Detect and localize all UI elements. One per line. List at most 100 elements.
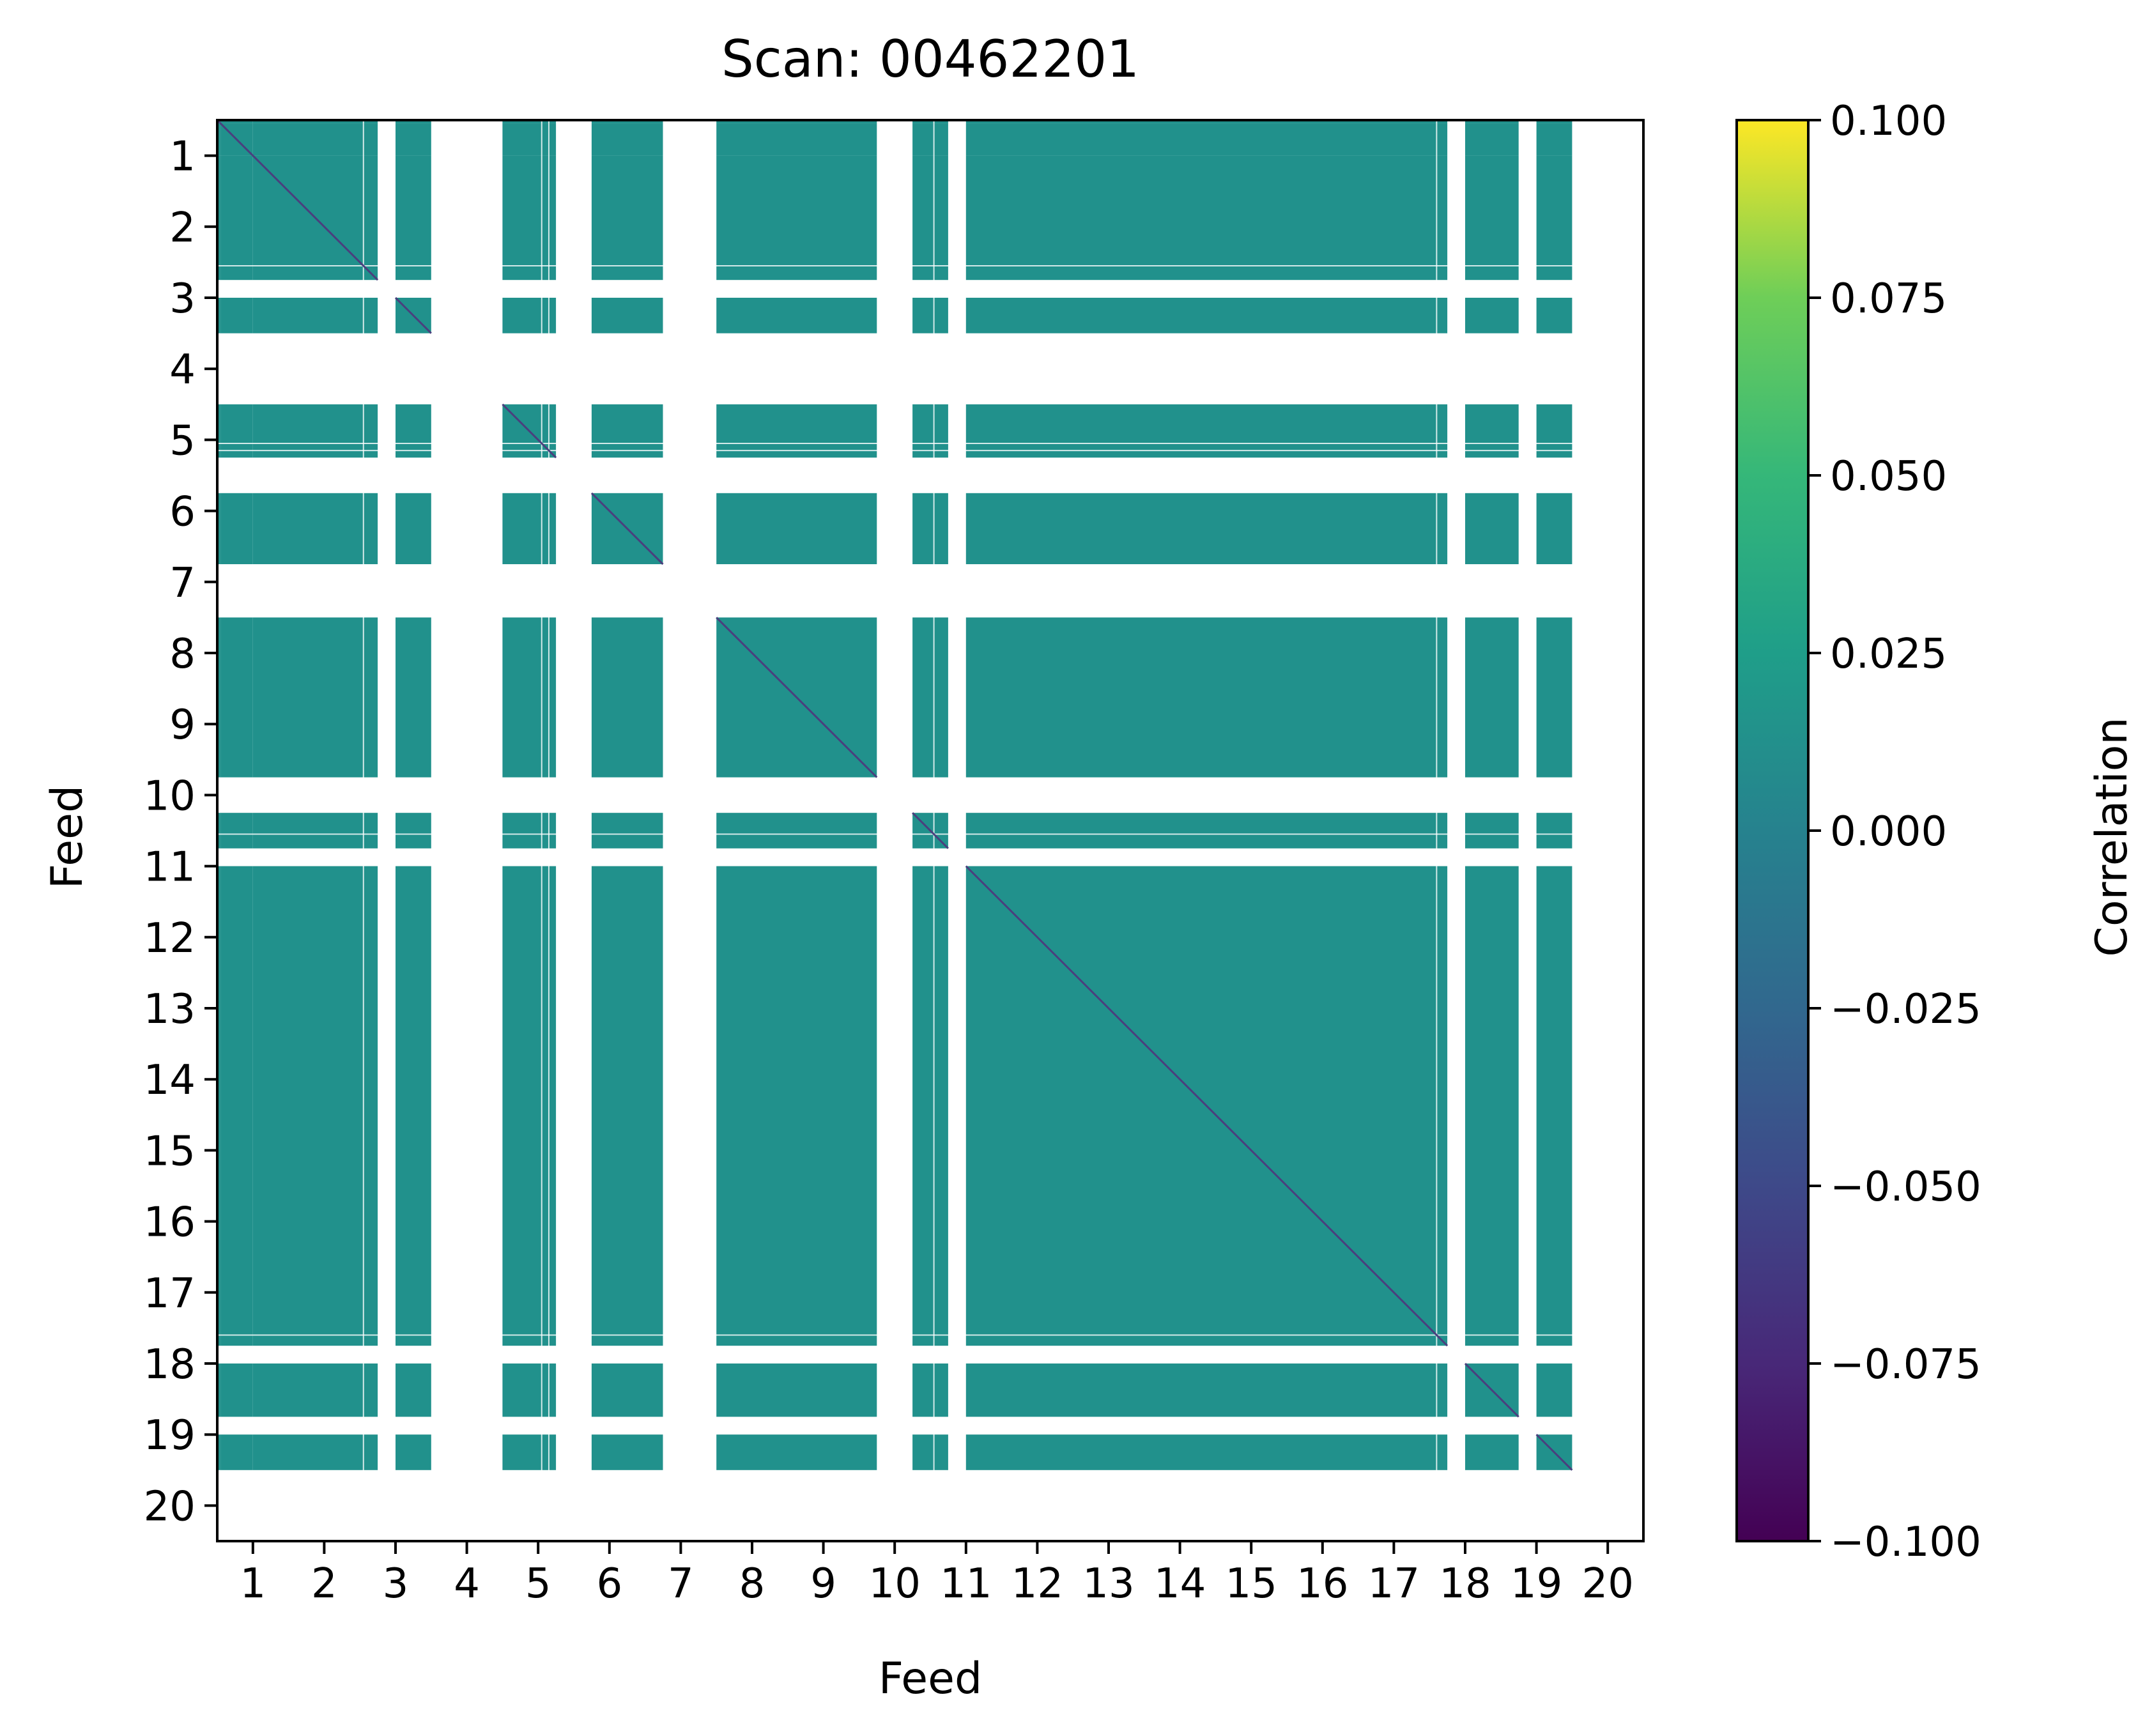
heatmap-cell-block <box>716 123 877 156</box>
heatmap-cell-block <box>1536 617 1572 778</box>
heatmap-cell-block <box>1465 1434 1519 1470</box>
heatmap-diagonal-segment <box>716 617 878 778</box>
heatmap-cell-block <box>1465 123 1519 156</box>
heatmap-cell-block <box>912 155 948 280</box>
heatmap-cell-block <box>220 404 253 458</box>
y-tick-label: 9 <box>169 702 196 749</box>
colorbar-tick-label: 0.025 <box>1830 631 1947 678</box>
heatmap-cell-block <box>396 617 431 778</box>
heatmap-cell-block <box>396 493 431 564</box>
y-tick-label: 11 <box>144 844 196 891</box>
heatmap-cell-block <box>965 120 1448 124</box>
heatmap-cell-block <box>220 155 253 280</box>
heatmap-cells <box>217 120 1643 1541</box>
colorbar-ticks: 0.100 0.075 0.050 0.025 0.000 −0.025 −0.050 −0.… <box>1808 98 1981 1566</box>
heatmap-cell-block <box>396 120 431 124</box>
heatmap-cell-block <box>716 1363 877 1417</box>
y-axis-label: Feed <box>42 785 93 889</box>
heatmap-cell-block <box>220 1363 253 1417</box>
heatmap-cell-block <box>912 1363 948 1417</box>
x-tick-label: 6 <box>596 1560 622 1608</box>
x-tick-label: 14 <box>1154 1560 1206 1608</box>
heatmap-diagonal-segment <box>252 155 379 281</box>
heatmap-diagonal-segment <box>1464 1362 1519 1418</box>
heatmap-cell-block <box>591 1434 663 1470</box>
heatmap-cell-block <box>716 1434 877 1470</box>
heatmap-cell-block <box>217 617 221 778</box>
heatmap-cell-block <box>396 813 431 849</box>
heatmap-cell-block <box>217 123 221 156</box>
heatmap-cell-block <box>502 298 557 334</box>
colorbar-tick-label: −0.025 <box>1830 986 1981 1033</box>
x-tick-label: 18 <box>1439 1560 1491 1608</box>
heatmap-cell-block <box>716 404 877 458</box>
heatmap-cell-block <box>1465 866 1519 1346</box>
heatmap-diagonal-segment <box>394 296 432 334</box>
heatmap-cell-block <box>252 866 378 1346</box>
heatmap-cell-block <box>591 120 663 124</box>
y-tick-label: 17 <box>144 1270 196 1317</box>
heatmap-cell-block <box>252 120 378 124</box>
heatmap-cell-block <box>220 493 253 564</box>
x-tick-label: 19 <box>1511 1560 1562 1608</box>
heatmap-cell-block <box>502 1363 557 1417</box>
heatmap-cell-block <box>912 1434 948 1470</box>
heatmap-cell-block <box>716 493 877 564</box>
y-tick-label: 7 <box>169 560 196 607</box>
chart-title: Scan: 00462201 <box>721 29 1139 89</box>
x-tick-label: 8 <box>739 1560 765 1608</box>
heatmap-cell-block <box>1465 493 1519 564</box>
heatmap-cell-block <box>252 813 378 849</box>
heatmap-cell-block <box>502 123 557 156</box>
heatmap-cell-block <box>252 404 378 458</box>
y-tick-label: 3 <box>169 275 196 323</box>
y-tick-label: 13 <box>144 986 196 1033</box>
x-tick-label: 1 <box>240 1560 266 1608</box>
heatmap-cell-block <box>252 617 378 778</box>
heatmap-cell-block <box>1536 813 1572 849</box>
heatmap-cell-block <box>965 493 1448 564</box>
heatmap-cell-block <box>716 120 877 124</box>
y-tick-label: 1 <box>169 134 196 181</box>
y-tick-label: 14 <box>144 1057 196 1104</box>
x-tick-label: 7 <box>668 1560 694 1608</box>
heatmap-cell-block <box>716 298 877 334</box>
heatmap-cell-block <box>1536 155 1572 280</box>
heatmap-cell-block <box>965 813 1448 849</box>
heatmap-cell-block <box>220 298 253 334</box>
x-tick-label: 5 <box>525 1560 551 1608</box>
heatmap-cell-block <box>502 493 557 564</box>
colorbar-tick-label: 0.000 <box>1830 808 1947 856</box>
heatmap-cell-block <box>912 404 948 458</box>
heatmap-cell-block <box>252 298 378 334</box>
heatmap-cell-block <box>1536 123 1572 156</box>
heatmap-cell-block <box>252 493 378 564</box>
x-tick-label: 20 <box>1581 1560 1633 1608</box>
heatmap-cell-block <box>502 617 557 778</box>
x-axis-ticks: 1 2 3 4 5 6 7 8 9 10 11 12 13 14 15 16 17 18 19 20 <box>240 1541 1634 1608</box>
heatmap-cell-block <box>591 617 663 778</box>
plot-frame <box>216 119 1645 1542</box>
y-tick-label: 8 <box>169 631 196 678</box>
x-tick-label: 12 <box>1011 1560 1063 1608</box>
heatmap-cell-block <box>591 813 663 849</box>
y-tick-label: 10 <box>144 772 196 820</box>
heatmap-cell-block <box>217 1363 221 1417</box>
heatmap-cell-block <box>591 1363 663 1417</box>
heatmap-diagonal-segment <box>590 492 664 565</box>
colorbar-tick-label: 0.100 <box>1830 98 1947 145</box>
heatmap-diagonal-segment <box>912 812 949 849</box>
heatmap-cell-block <box>965 617 1448 778</box>
heatmap-cell-block <box>965 123 1448 156</box>
heatmap-cell-block <box>220 813 253 849</box>
heatmap-cell-block <box>252 1363 378 1417</box>
x-tick-label: 4 <box>454 1560 480 1608</box>
heatmap-cell-block <box>502 813 557 849</box>
heatmap-cell-block <box>1465 120 1519 124</box>
y-tick-label: 2 <box>169 204 196 252</box>
heatmap-cell-block <box>912 298 948 334</box>
heatmap-cell-block <box>716 813 877 849</box>
colorbar-tick-label: 0.075 <box>1830 275 1947 323</box>
heatmap-diagonal-segment <box>502 403 557 459</box>
